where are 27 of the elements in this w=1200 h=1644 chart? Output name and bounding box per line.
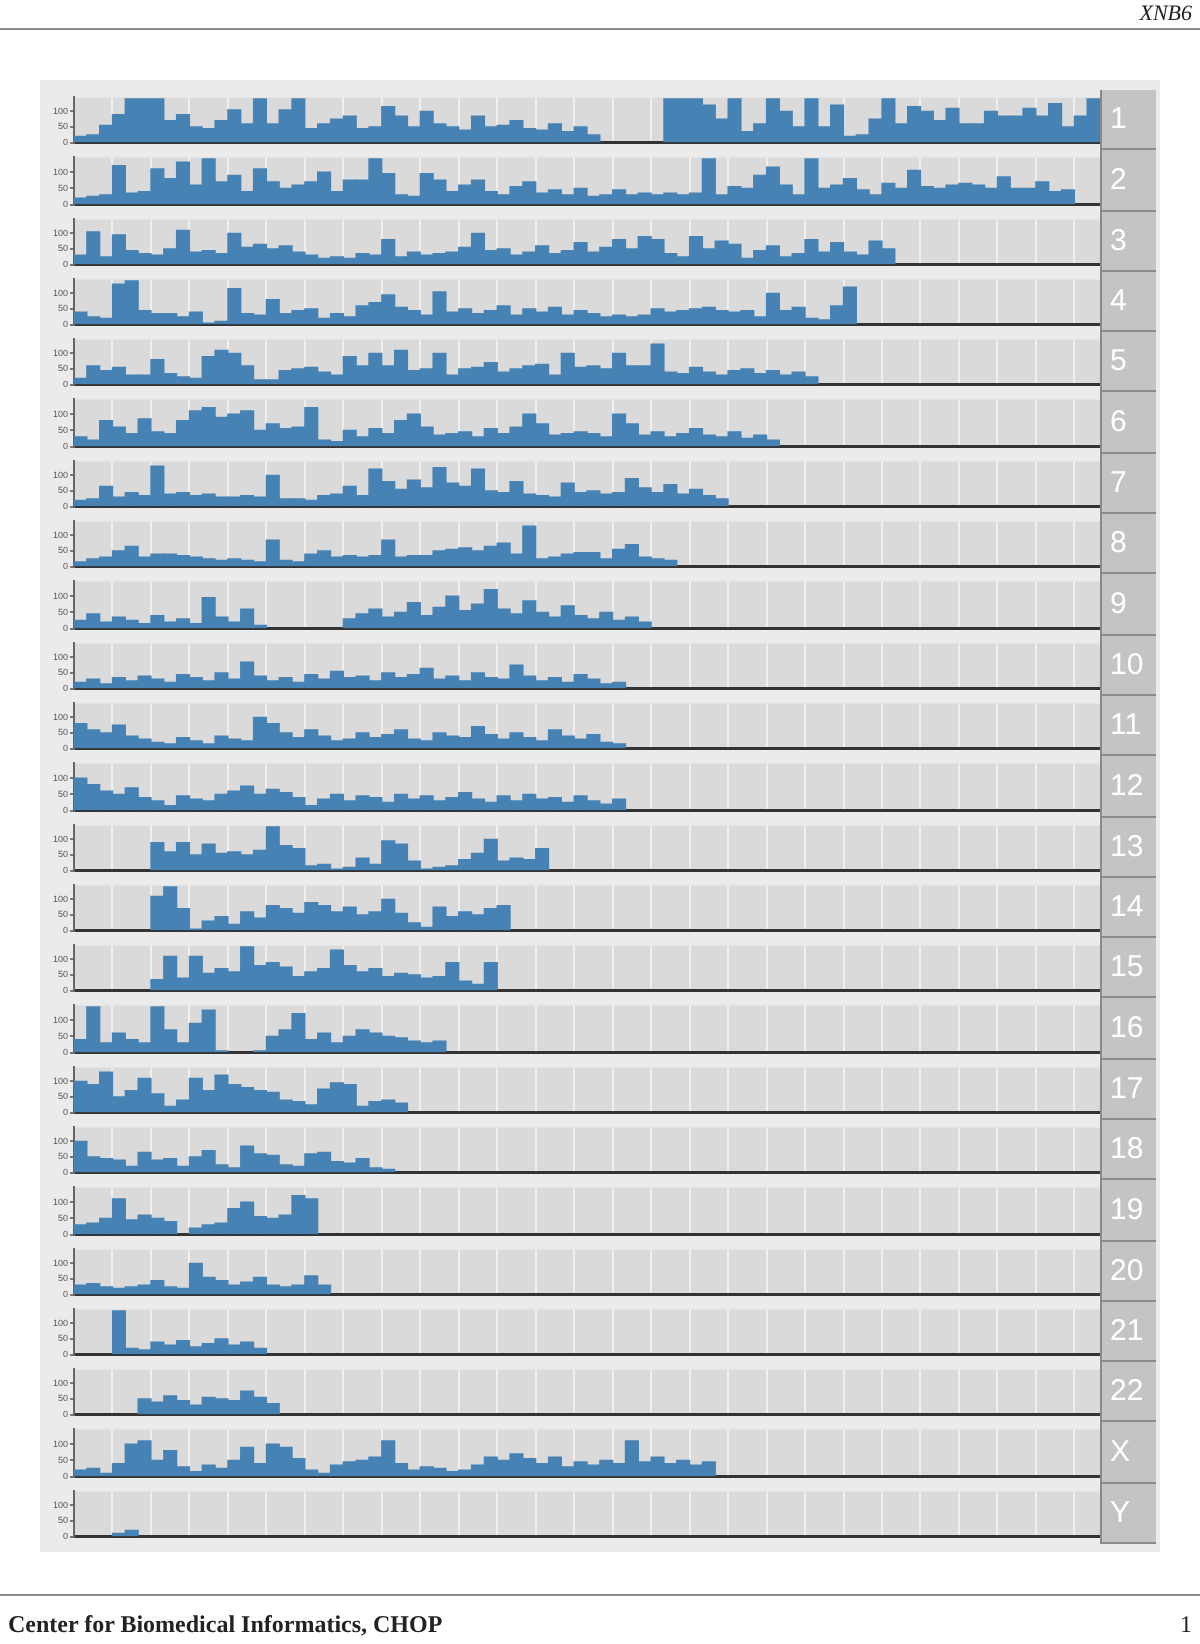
chart-title: 20 [1110,1254,1144,1289]
chart-title: 9 [1110,587,1127,622]
chart-title: 13 [1110,830,1144,865]
chart-title: 15 [1110,950,1144,985]
chart-title: 16 [1110,1011,1144,1046]
chart-title: 4 [1110,284,1127,319]
chart-title: 11 [1110,708,1142,743]
text: Center for Biomedical Informatics, CHOP [8,1610,443,1640]
text: 1 [1180,1610,1192,1640]
chart-title: 8 [1110,526,1127,561]
chart-title: 19 [1110,1193,1144,1228]
text: XNB6 [1139,2,1192,26]
chart-title: 14 [1110,890,1144,925]
chart-title: 10 [1110,648,1144,683]
chart-title: X [1110,1435,1131,1470]
chart-title: 12 [1110,769,1144,804]
chart-title: 7 [1110,466,1127,501]
chart-title: 22 [1110,1374,1144,1409]
chart-title: 21 [1110,1314,1144,1349]
chart-title: 18 [1110,1132,1144,1167]
chart-title: Y [1110,1496,1131,1531]
chart-title: 2 [1110,163,1127,198]
chart-title: 3 [1110,224,1127,259]
chart-title: 1 [1110,102,1127,137]
chart-title: 5 [1110,344,1127,379]
chart-title: 6 [1110,405,1127,440]
chart-title: 17 [1110,1072,1144,1107]
